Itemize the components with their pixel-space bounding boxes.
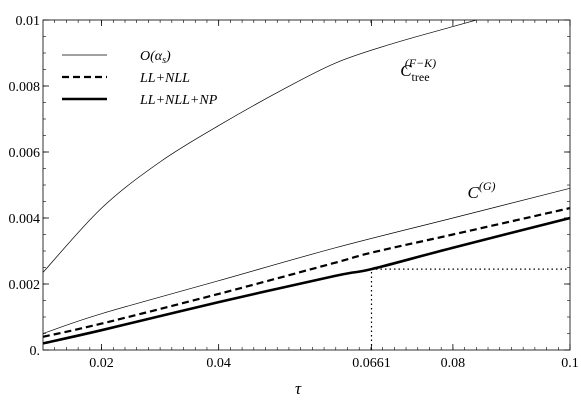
y-tick-label: 0.008 (9, 80, 41, 95)
y-tick-label: 0.004 (9, 212, 41, 227)
y-tick-label: 0.01 (16, 14, 41, 29)
annotation-g: C(G) (468, 179, 496, 202)
x-axis-title: τ (295, 379, 302, 398)
x-tick-label: 0.04 (206, 356, 231, 371)
y-tick-label: 0.006 (9, 146, 41, 161)
legend-label-thick: LL+NLL+NP (139, 93, 218, 108)
series-line-2-thin (43, 187, 570, 334)
series-line-3-dashed (43, 207, 570, 338)
legend: O(αs) LL+NLL LL+NLL+NP (62, 49, 218, 108)
tick-labels: 0.02 0.04 0.0661 0.08 0.1 0. 0.002 0.004 0.006 0.… (9, 14, 579, 371)
annotation-fk: Ctree(F−K) (400, 56, 436, 84)
legend-label-thin: O(αs) (140, 49, 171, 66)
series-line-4-thick (43, 216, 570, 345)
tick-marks (43, 19, 571, 351)
y-tick-label: 0.002 (9, 278, 41, 293)
x-tick-label: 0.08 (441, 356, 466, 371)
series-line-1-thin (43, 20, 477, 273)
legend-label-dashed: LL+NLL (139, 71, 190, 86)
x-tick-label: 0.02 (89, 356, 114, 371)
x-tick-label: 0.0661 (352, 356, 391, 371)
x-tick-label: 0.1 (561, 356, 579, 371)
y-tick-label: 0. (30, 344, 41, 359)
curve-annotations: Ctree(F−K) C(G) (400, 56, 495, 202)
series-layer (43, 20, 570, 345)
reference-lines (370, 268, 570, 350)
